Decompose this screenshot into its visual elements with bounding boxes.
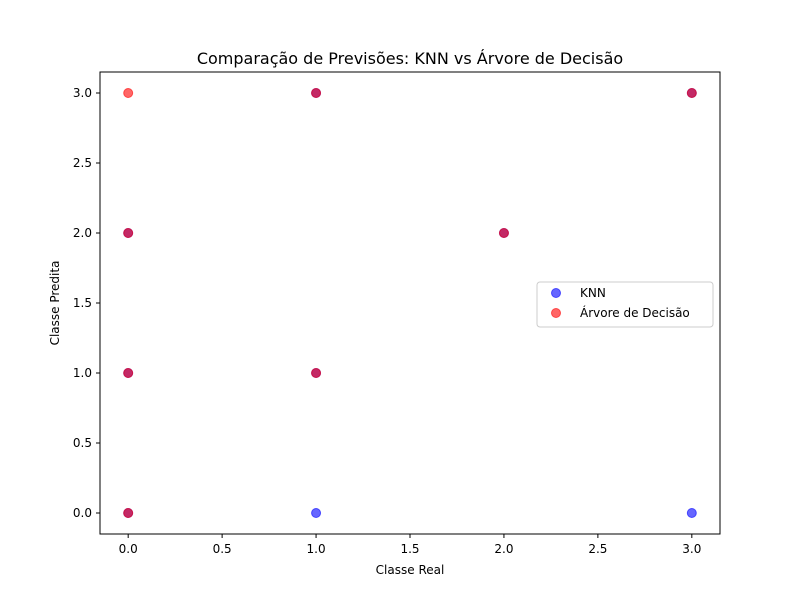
point-series1-0 (123, 508, 134, 518)
y-tick-label-1: 0.5 (73, 436, 92, 450)
legend-label-knn: KNN (580, 286, 606, 300)
point-series1-4 (311, 368, 322, 378)
x-tick-label-5: 2.5 (588, 542, 607, 556)
x-tick-label-1: 0.5 (213, 542, 232, 556)
x-axis: 0.0 0.5 1.0 1.5 2.0 2.5 3.0 (119, 534, 701, 556)
x-tick-label-3: 1.5 (400, 542, 419, 556)
y-tick-label-0: 0.0 (73, 506, 92, 520)
point-series1-3 (123, 88, 134, 98)
chart-title: Comparação de Previsões: KNN vs Árvore d… (197, 49, 623, 68)
x-tick-label-0: 0.0 (119, 542, 138, 556)
legend-box (536, 281, 714, 328)
y-tick-label-3: 1.5 (73, 296, 92, 310)
legend-marker-knn (551, 288, 561, 298)
points-layer (123, 88, 697, 518)
x-tick-label-6: 3.0 (682, 542, 701, 556)
point-series1-2 (123, 228, 134, 238)
point-series1-7 (686, 88, 697, 98)
legend-label-arvore: Árvore de Decisão (580, 305, 690, 320)
x-tick-label-2: 1.0 (307, 542, 326, 556)
point-series1-5 (311, 88, 322, 98)
point-series1-6 (498, 228, 509, 238)
y-tick-label-2: 1.0 (73, 366, 92, 380)
legend: KNN Árvore de Decisão (536, 281, 714, 328)
point-series1-1 (123, 368, 134, 378)
y-tick-label-4: 2.0 (73, 226, 92, 240)
point-series0-3 (311, 508, 322, 518)
y-axis: 0.0 0.5 1.0 1.5 2.0 2.5 3.0 (73, 86, 100, 520)
y-tick-label-5: 2.5 (73, 156, 92, 170)
x-tick-label-4: 2.0 (494, 542, 513, 556)
legend-marker-arvore (551, 308, 561, 318)
x-axis-label: Classe Real (376, 563, 445, 577)
point-series0-7 (686, 508, 697, 518)
y-axis-label: Classe Predita (48, 261, 62, 346)
y-tick-label-6: 3.0 (73, 86, 92, 100)
